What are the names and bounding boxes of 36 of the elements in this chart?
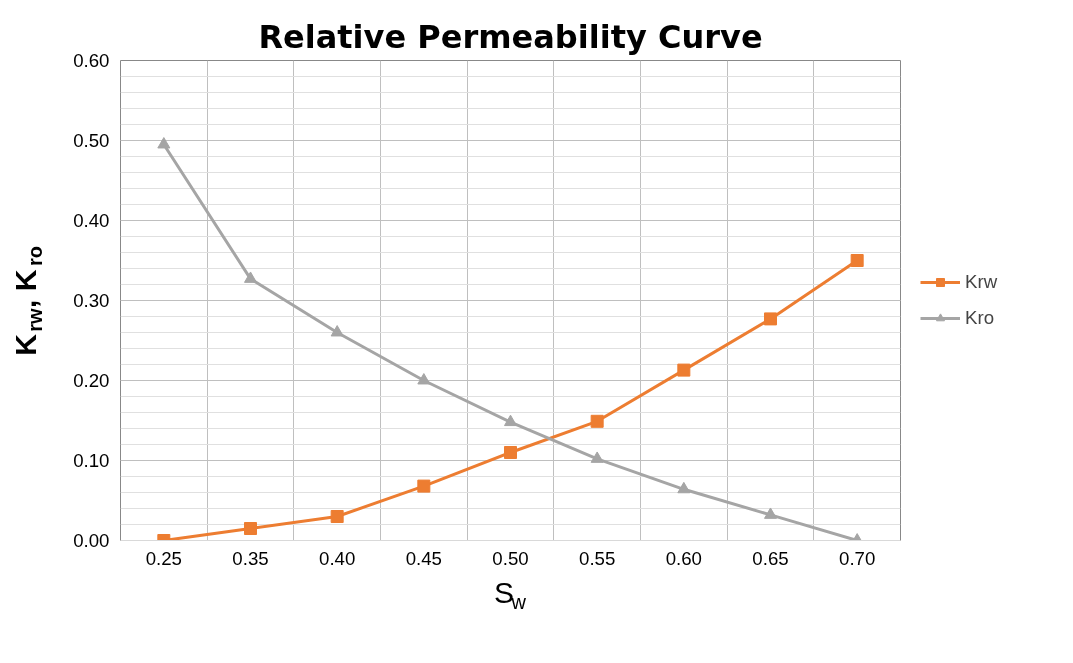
point [590, 451, 604, 463]
point [764, 507, 777, 519]
point [157, 137, 171, 149]
legend-label: Kro [965, 307, 995, 329]
point [677, 363, 691, 377]
y-tick-label: 0.40 [73, 210, 110, 231]
x-tick-label: 0.70 [839, 547, 876, 569]
y-axis-title: Krw, Kro [9, 245, 46, 356]
point [504, 414, 517, 427]
point [330, 510, 344, 523]
point [417, 373, 431, 385]
point [244, 522, 257, 535]
point [590, 414, 604, 428]
x-tick-label: 0.45 [405, 547, 442, 569]
point [764, 312, 777, 326]
legend-label: Krw [965, 271, 998, 293]
x-tick-label: 0.40 [319, 547, 356, 569]
x-tick-label: 0.55 [579, 547, 616, 569]
x-tick-label: 0.25 [145, 547, 182, 569]
chart-title: Relative Permeability Curve [258, 17, 763, 56]
point [850, 254, 864, 267]
y-tick-label: 0.50 [73, 130, 110, 151]
point [677, 481, 691, 494]
point [244, 271, 257, 283]
point [504, 446, 517, 459]
point [417, 479, 431, 493]
point [330, 325, 344, 337]
y-tick-label: 0.20 [73, 370, 110, 391]
y-tick-label: 0.10 [73, 450, 110, 471]
x-tick-label: 0.50 [492, 547, 529, 569]
x-tick-label: 0.60 [665, 547, 702, 569]
y-tick-label: 0.00 [73, 530, 110, 551]
x-tick-label: 0.65 [752, 547, 789, 569]
y-tick-label: 0.60 [73, 50, 110, 71]
x-tick-label: 0.35 [232, 547, 269, 569]
y-tick-label: 0.30 [73, 290, 110, 311]
